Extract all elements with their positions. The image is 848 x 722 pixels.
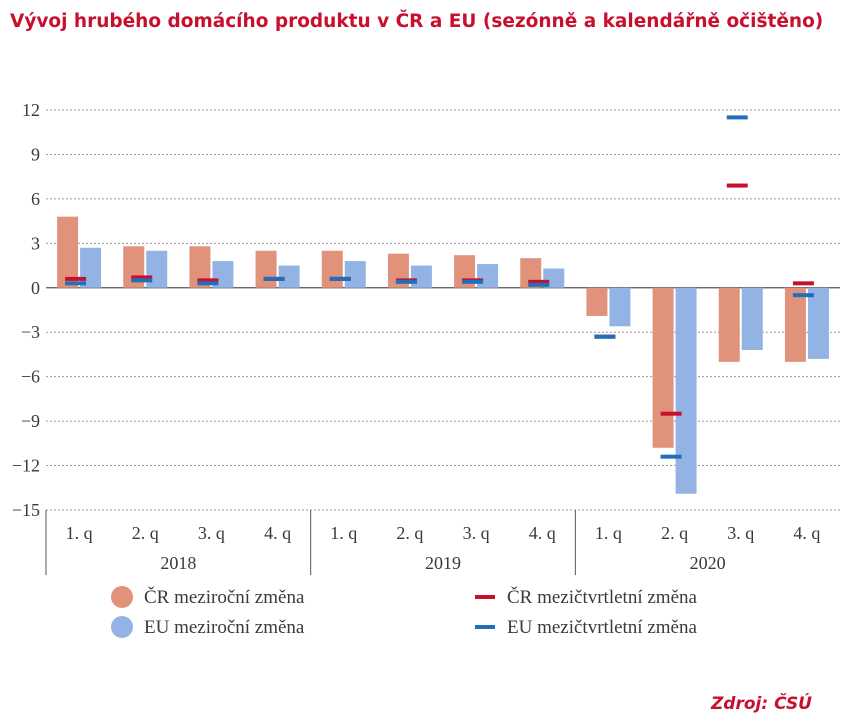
bar-eu-yoy: [807, 287, 829, 359]
x-tick-label: 3. q: [198, 523, 225, 543]
bar-cr-yoy: [652, 287, 674, 448]
bar-cr-yoy: [586, 287, 608, 316]
x-tick-label: 3. q: [463, 523, 490, 543]
marker-cr-qoq: [660, 411, 682, 416]
marker-eu-qoq: [792, 293, 814, 298]
legend-label: EU meziroční změna: [144, 617, 305, 638]
y-tick-label: −15: [12, 500, 40, 520]
bar-eu-yoy: [609, 287, 631, 327]
marker-eu-qoq: [594, 334, 616, 339]
bar-eu-yoy: [741, 287, 763, 350]
legend-label: EU mezičtvrtletní změna: [507, 617, 697, 638]
bar-cr-yoy: [57, 216, 79, 288]
bar-cr-yoy: [784, 287, 806, 362]
marker-cr-qoq: [131, 275, 153, 280]
x-tick-label: 2. q: [661, 523, 688, 543]
x-tick-label: 4. q: [793, 523, 820, 543]
marker-eu-qoq: [462, 279, 484, 284]
y-axis-ticks: 12 9 6 3 0 −3 −6 −9 −12 −15: [12, 100, 40, 520]
bar-eu-yoy: [675, 287, 697, 494]
marker-eu-qoq: [263, 276, 285, 281]
marker-eu-qoq: [65, 281, 87, 286]
bar-eu-yoy: [344, 261, 366, 288]
x-tick-label: 2. q: [396, 523, 423, 543]
marker-eu-qoq: [131, 278, 153, 283]
legend-swatch: [111, 586, 133, 608]
marker-eu-qoq: [395, 279, 417, 284]
x-tick-label: 4. q: [264, 523, 291, 543]
bars-layer: [57, 216, 829, 494]
marker-eu-qoq: [197, 281, 219, 286]
x-group-label: 2019: [425, 553, 461, 573]
x-tick-label: 4. q: [529, 523, 556, 543]
bar-cr-yoy: [321, 250, 343, 288]
bar-eu-yoy: [410, 265, 432, 288]
x-axis: 1. q 2. q 3. q 4. q 1. q 2. q 3. q 4. q 1. q 2. q…: [45, 510, 820, 575]
marker-cr-qoq: [726, 183, 748, 188]
marker-eu-qoq: [660, 454, 682, 459]
y-tick-label: 12: [22, 100, 40, 120]
marker-cr-qoq: [528, 279, 550, 284]
marker-eu-qoq: [726, 115, 748, 120]
y-tick-label: −3: [21, 322, 40, 342]
y-tick-label: 9: [31, 144, 40, 164]
marker-cr-qoq: [65, 276, 87, 281]
x-tick-label: 1. q: [66, 523, 93, 543]
marker-cr-qoq: [197, 278, 219, 283]
source-note: Zdroj: ČSÚ: [710, 694, 812, 714]
bar-cr-yoy: [189, 246, 211, 288]
marker-eu-qoq: [528, 282, 550, 287]
markers-layer: [65, 115, 814, 459]
legend-swatch: [475, 625, 495, 629]
legend-label: ČR mezičtvrtletní změna: [507, 586, 698, 608]
legend: ČR meziroční změna EU meziroční změna ČR m…: [111, 586, 698, 638]
x-group-label: 2020: [690, 553, 726, 573]
y-tick-label: −9: [21, 411, 40, 431]
x-tick-label: 3. q: [727, 523, 754, 543]
y-tick-label: 6: [31, 189, 40, 209]
chart-title: Vývoj hrubého domácího produktu v ČR a E…: [10, 11, 824, 32]
legend-swatch: [111, 616, 133, 638]
marker-cr-qoq: [792, 281, 814, 286]
bar-cr-yoy: [255, 250, 277, 288]
marker-eu-qoq: [329, 276, 351, 281]
y-tick-label: 0: [31, 278, 40, 298]
x-tick-label: 1. q: [595, 523, 622, 543]
x-tick-label: 2. q: [132, 523, 159, 543]
legend-swatch: [475, 595, 495, 599]
bar-cr-yoy: [718, 287, 740, 362]
bar-eu-yoy: [477, 264, 499, 288]
y-tick-label: 3: [31, 233, 40, 253]
x-group-label: 2018: [160, 553, 196, 573]
bar-eu-yoy: [278, 265, 300, 288]
y-tick-label: −12: [12, 456, 40, 476]
legend-label: ČR meziroční změna: [144, 586, 305, 608]
y-tick-label: −6: [21, 367, 40, 387]
x-tick-label: 1. q: [330, 523, 357, 543]
grid-lines: [46, 109, 840, 511]
